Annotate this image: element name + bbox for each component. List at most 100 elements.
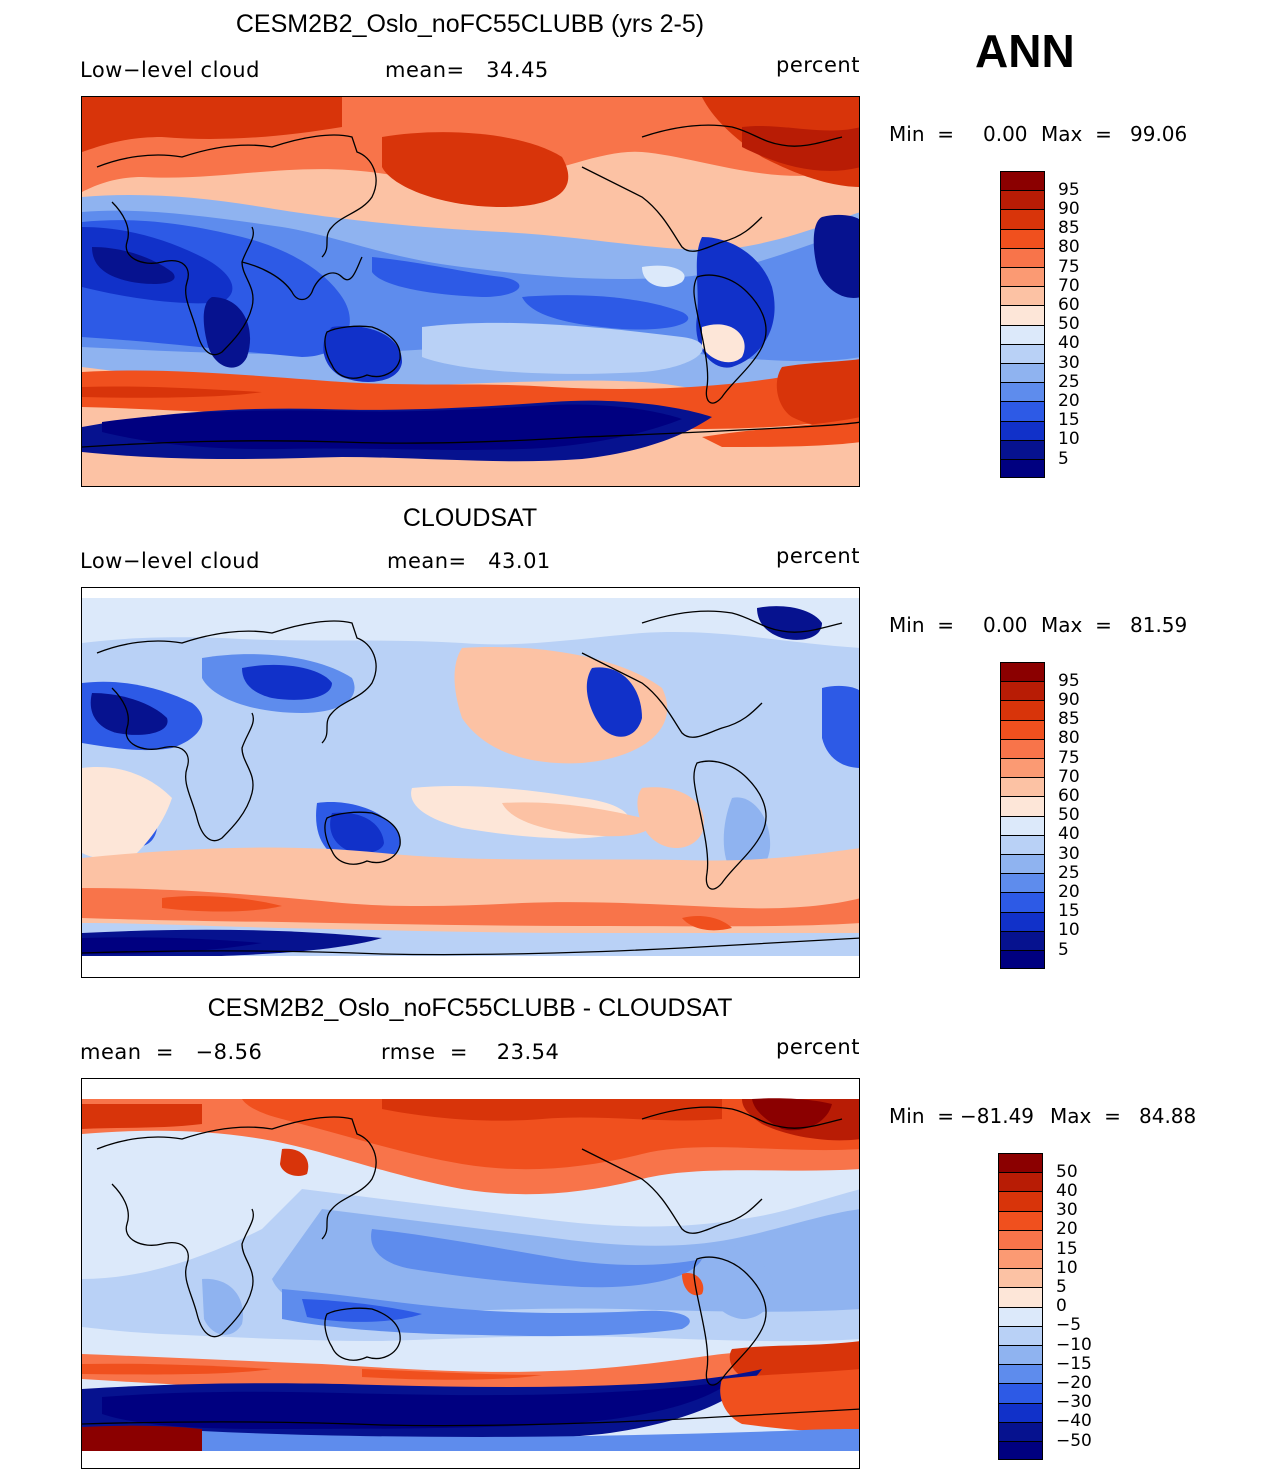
colorbar-swatch: [1000, 343, 1045, 363]
colorbar-swatch: [998, 1441, 1043, 1461]
colorbar-swatch: [998, 1287, 1043, 1307]
colorbar-tick-label: −20: [1056, 1372, 1092, 1393]
colorbar-swatch: [1000, 171, 1045, 191]
colorbar-swatch: [998, 1345, 1043, 1365]
colorbar-tick-label: 15: [1058, 410, 1080, 431]
colorbar-swatch: [1000, 305, 1045, 325]
colorbar-tick-label: 50: [1056, 1161, 1078, 1182]
colorbar-tick-label: 20: [1058, 390, 1080, 411]
colorbar-tick-label: 75: [1058, 256, 1080, 277]
colorbar-tick-label: 15: [1058, 901, 1080, 922]
panel-title: CESM2B2_Oslo_noFC55CLUBB (yrs 2-5): [235, 10, 705, 38]
colorbar-swatch: [1000, 911, 1045, 931]
colorbar-tick-label: 20: [1058, 881, 1080, 902]
colorbar-swatch: [998, 1210, 1043, 1230]
colorbar-tick-label: 95: [1058, 179, 1080, 200]
colorbar-swatch: [998, 1402, 1043, 1422]
season-label: ANN: [975, 25, 1075, 77]
colorbar-tick-label: 90: [1058, 198, 1080, 219]
max-value: 81.59: [1130, 613, 1188, 637]
colorbar-swatch: [1000, 324, 1045, 344]
colorbar-swatch: [1000, 873, 1045, 893]
mean-label: mean= 34.45: [385, 58, 549, 82]
colorbar-swatch: [1000, 738, 1045, 758]
colorbar-swatch: [1000, 401, 1045, 421]
panel-title: CLOUDSAT: [402, 504, 538, 532]
colorbar-tick-label: 25: [1058, 862, 1080, 883]
colorbar-swatch: [1000, 209, 1045, 229]
min-label: Min =: [889, 1104, 954, 1128]
min-value: 0.00: [983, 613, 1028, 637]
colorbar-tick-label: 25: [1058, 371, 1080, 392]
colorbar-tick-label: −30: [1056, 1392, 1092, 1413]
units-label: percent: [776, 1035, 860, 1059]
colorbar-swatch: [1000, 950, 1045, 970]
colorbar-swatch: [1000, 796, 1045, 816]
colorbar-swatch: [1000, 459, 1045, 479]
mean-label: mean = −8.56: [80, 1040, 263, 1064]
min-value: −81.49: [960, 1104, 1035, 1128]
colorbar-tick-label: 80: [1058, 728, 1080, 749]
colorbar-tick-label: 75: [1058, 747, 1080, 768]
variable-label: Low−level cloud: [80, 58, 260, 82]
colorbar-tick-label: 30: [1058, 352, 1080, 373]
colorbar-tick-label: 20: [1056, 1219, 1078, 1240]
colorbar-swatch: [998, 1153, 1043, 1173]
colorbar-swatch: [998, 1306, 1043, 1326]
colorbar-swatch: [1000, 286, 1045, 306]
colorbar-swatch: [1000, 777, 1045, 797]
colorbar-swatch: [1000, 439, 1045, 459]
colorbar-tick-label: −40: [1056, 1411, 1092, 1432]
colorbar-tick-label: 40: [1058, 824, 1080, 845]
colorbar-tick-label: 30: [1058, 843, 1080, 864]
colorbar-tick-label: −5: [1056, 1315, 1082, 1336]
max-label: Max =: [1041, 122, 1112, 146]
colorbar-swatch: [998, 1172, 1043, 1192]
colorbar-tick-label: 50: [1058, 805, 1080, 826]
colorbar-tick-label: 95: [1058, 670, 1080, 691]
colorbar-swatch: [998, 1268, 1043, 1288]
colorbar-tick-label: 15: [1056, 1238, 1078, 1259]
colorbar-swatch: [1000, 892, 1045, 912]
colorbar-tick-label: 80: [1058, 237, 1080, 258]
colorbar-swatch: [1000, 681, 1045, 701]
colorbar-tick-label: 50: [1058, 314, 1080, 335]
max-label: Max =: [1041, 613, 1112, 637]
colorbar-tick-label: −15: [1056, 1353, 1092, 1374]
colorbar-swatch: [1000, 190, 1045, 210]
colorbar-swatch: [998, 1191, 1043, 1211]
colorbar-tick-label: 10: [1058, 429, 1080, 450]
colorbar-tick-label: 40: [1056, 1180, 1078, 1201]
colorbar-swatch: [1000, 363, 1045, 383]
colorbar-swatch: [998, 1229, 1043, 1249]
colorbar-swatch: [998, 1383, 1043, 1403]
colorbar-swatch: [1000, 382, 1045, 402]
colorbar-swatch: [1000, 930, 1045, 950]
max-label: Max =: [1050, 1104, 1121, 1128]
min-label: Min =: [889, 122, 954, 146]
colorbar-swatch: [998, 1249, 1043, 1269]
colorbar-swatch: [1000, 854, 1045, 874]
colorbar-tick-label: 5: [1058, 448, 1069, 469]
colorbar-tick-label: 5: [1058, 939, 1069, 960]
colorbar-swatch: [998, 1364, 1043, 1384]
colorbar-swatch: [1000, 815, 1045, 835]
map-model: [81, 96, 860, 487]
colorbar-tick-label: 90: [1058, 689, 1080, 710]
min-value: 0.00: [983, 122, 1028, 146]
colorbar-tick-label: 40: [1058, 333, 1080, 354]
colorbar-tick-label: 10: [1056, 1257, 1078, 1278]
colorbar-tick-label: 70: [1058, 275, 1080, 296]
map-obs: [81, 587, 860, 978]
colorbar-swatch: [998, 1325, 1043, 1345]
colorbar-tick-label: 0: [1056, 1296, 1067, 1317]
colorbar-tick-label: −10: [1056, 1334, 1092, 1355]
colorbar-swatch: [1000, 247, 1045, 267]
rmse-label: rmse = 23.54: [381, 1040, 560, 1064]
colorbar-swatch: [1000, 700, 1045, 720]
units-label: percent: [776, 53, 860, 77]
colorbar-tick-label: 5: [1056, 1276, 1067, 1297]
colorbar-swatch: [1000, 719, 1045, 739]
colorbar-tick-label: −50: [1056, 1430, 1092, 1451]
colorbar-swatch: [1000, 420, 1045, 440]
